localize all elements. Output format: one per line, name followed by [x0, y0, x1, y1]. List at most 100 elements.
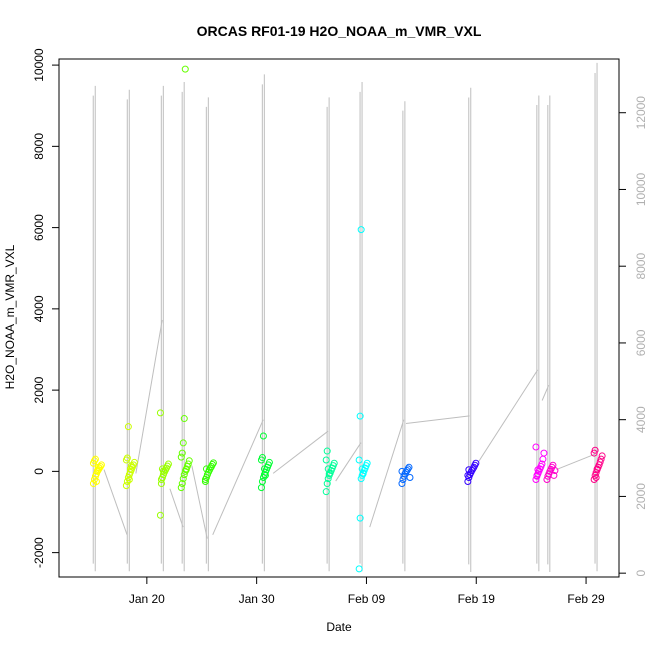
axes-layer: Jan 20 Jan 30 Feb 09 Feb 19 Feb 29 -2000 0 2000…: [32, 48, 648, 606]
data-point: [122, 482, 130, 490]
data-point: [123, 454, 131, 462]
data-point: [185, 457, 193, 465]
chart-title: ORCAS RF01-19 H2O_NOAA_m_VMR_VXL: [197, 23, 482, 39]
data-point: [177, 453, 185, 461]
data-point: [322, 488, 330, 496]
data-point: [355, 565, 363, 573]
data-point: [94, 463, 102, 471]
gray-connector-3: [191, 465, 208, 539]
data-point: [356, 412, 364, 420]
y-tick-label: 2000: [32, 376, 46, 403]
gray-connector-1: [135, 319, 163, 474]
data-point: [178, 480, 186, 488]
data-point: [405, 463, 413, 471]
data-point: [178, 449, 186, 457]
data-point: [593, 465, 601, 473]
data-point: [126, 465, 134, 473]
gray-connector-2: [169, 488, 184, 528]
y2-tick-label: 10000: [634, 172, 648, 206]
data-point: [357, 226, 365, 234]
points-layer: [89, 65, 606, 573]
data-point: [258, 478, 266, 486]
data-point: [179, 475, 187, 483]
y2-tick-label: 6000: [634, 329, 648, 356]
data-point: [597, 455, 605, 463]
data-point: [323, 480, 331, 488]
data-point: [324, 465, 332, 473]
data-point: [159, 467, 167, 475]
data-point: [179, 439, 187, 447]
gray-connector-7: [369, 419, 405, 528]
plot-frame: [58, 58, 620, 578]
data-point: [91, 455, 99, 463]
data-point: [260, 465, 268, 473]
x-axis-label: Date: [326, 620, 352, 634]
data-point: [358, 465, 366, 473]
data-point: [127, 462, 135, 470]
gray-series-layer: [92, 62, 598, 573]
data-point: [92, 478, 100, 486]
data-point: [156, 511, 164, 519]
data-point: [538, 460, 546, 468]
y-tick-label: 6000: [32, 214, 46, 241]
data-point: [465, 466, 473, 474]
data-point: [123, 478, 131, 486]
data-point: [265, 458, 273, 466]
y2-tick-label: 8000: [634, 253, 648, 280]
x-tick-label: Jan 20: [129, 592, 165, 606]
data-point: [472, 459, 480, 467]
data-point: [322, 456, 330, 464]
gray-connector-5: [272, 430, 329, 474]
y-tick-label: 4000: [32, 295, 46, 322]
data-point: [164, 460, 172, 468]
data-point: [90, 457, 98, 465]
data-point: [550, 471, 558, 479]
data-point: [124, 423, 132, 431]
data-point: [591, 446, 599, 454]
data-point: [534, 466, 542, 474]
data-point: [590, 475, 598, 483]
data-point: [398, 467, 406, 475]
y-tick-label: -2000: [32, 537, 46, 568]
x-tick-label: Feb 19: [458, 592, 496, 606]
data-point: [157, 475, 165, 483]
data-point: [177, 484, 185, 492]
data-point: [261, 471, 269, 479]
data-point: [592, 473, 600, 481]
gray-connector-0: [103, 469, 128, 535]
gray-connector-6: [335, 442, 362, 482]
data-point: [206, 464, 214, 472]
data-point: [93, 467, 101, 475]
data-point: [359, 470, 367, 478]
y2-tick-label: 0: [634, 570, 648, 577]
data-point: [398, 480, 406, 488]
data-point: [406, 473, 414, 481]
data-point: [125, 475, 133, 483]
data-point: [598, 452, 606, 460]
data-point: [156, 409, 164, 417]
data-point: [181, 65, 189, 73]
data-point: [356, 514, 364, 522]
y-tick-label: 8000: [32, 133, 46, 160]
data-point: [182, 466, 190, 474]
data-point: [259, 432, 267, 440]
data-point: [180, 415, 188, 423]
data-point: [464, 478, 472, 486]
data-point: [330, 459, 338, 467]
y2-tick-label: 12000: [634, 96, 648, 130]
data-point: [201, 475, 209, 483]
x-tick-label: Feb 29: [567, 592, 605, 606]
data-point: [355, 456, 363, 464]
gray-connector-11: [556, 453, 596, 471]
data-point: [257, 484, 265, 492]
data-point: [208, 460, 216, 468]
y-axis-label: H2O_NOAA_m_VMR_VXL: [3, 244, 17, 389]
data-point: [532, 443, 540, 451]
y-tick-label: 10000: [32, 48, 46, 82]
data-point: [323, 447, 331, 455]
gray-connector-4: [212, 419, 264, 535]
data-point: [201, 478, 209, 486]
data-point: [325, 470, 333, 478]
data-point: [363, 459, 371, 467]
